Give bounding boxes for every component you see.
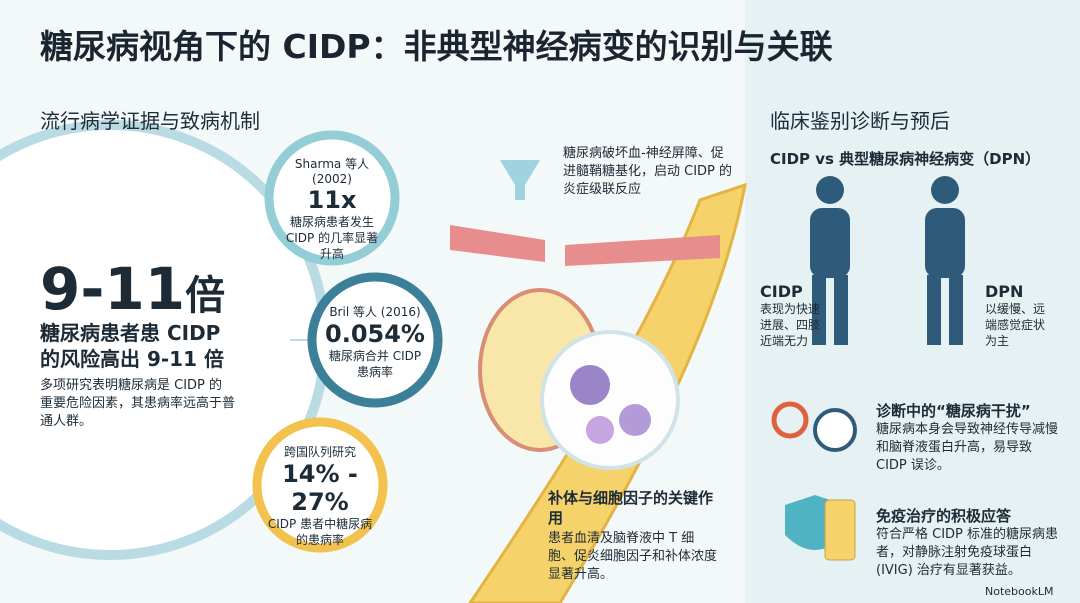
dpn-text: 以缓慢、远端感觉症状为主: [985, 302, 1046, 348]
brand: NotebookLM: [985, 585, 1054, 598]
stat-ring: [252, 417, 388, 553]
subtitle-line: 的风险高出 9-11 倍: [40, 347, 224, 371]
role-title: 补体与细胞因子的关键作用: [548, 489, 714, 527]
stat-source: Bril 等人 (2016): [329, 305, 421, 319]
title: 糖尿病视角下的 CIDP：非典型神经病变的识别与关联: [40, 27, 833, 66]
vessel: [565, 235, 720, 266]
dpn-name: DPN: [985, 282, 1024, 301]
funnel-icon: [500, 160, 540, 200]
cell-lens: [540, 330, 680, 470]
left-heading: 流行病学证据与致病机制: [40, 109, 260, 133]
stat-value: 0.054%: [325, 320, 425, 348]
item-title: 免疫治疗的积极应答: [876, 507, 1012, 525]
compare-title: CIDP vs 典型糖尿病神经病变（DPN）: [770, 150, 1041, 168]
stat: 跨国队列研究 14% - 27% CIDP 患者中糖尿病的患病率: [262, 443, 378, 548]
cell: [619, 404, 651, 436]
stat-ring: [264, 130, 400, 266]
iv-icon: [824, 499, 856, 561]
cidp-box: CIDP 表现为快速进展、四肢近端无力: [760, 282, 822, 349]
dpn-box: DPN 以缓慢、远端感觉症状为主: [985, 282, 1047, 349]
item-text: 符合严格 CIDP 标准的糖尿病患者，对静脉注射免疫球蛋白 (IVIG) 治疗有…: [876, 527, 1059, 578]
human-icons: [810, 176, 965, 345]
stat-source: 跨国队列研究: [283, 445, 356, 459]
item-text: 糖尿病本身会导致神经传导减慢和脑脊液蛋白升高，易导致 CIDP 误诊。: [876, 422, 1059, 473]
stat-label: 糖尿病患者发生 CIDP 的几率显著升高: [285, 215, 379, 261]
highlight-number: 9-11倍: [40, 255, 225, 323]
stat: Bril 等人 (2016) 0.054% 糖尿病合并 CIDP 患病率: [322, 303, 428, 380]
highlight-description: 多项研究表明糖尿病是 CIDP 的重要危险因素，其患病率远高于普通人群。: [40, 378, 236, 429]
stat-label: 糖尿病合并 CIDP 患病率: [328, 349, 422, 379]
cidp-name: CIDP: [760, 282, 803, 301]
stat-value: 11x: [307, 186, 357, 214]
stat-value: 14% - 27%: [282, 460, 358, 516]
magnifier-icon: [813, 408, 857, 452]
subtitle-line: 糖尿病患者患 CIDP: [40, 321, 221, 345]
info-item: 诊断中的“糖尿病干扰” 糖尿病本身会导致神经传导减慢和脑脊液蛋白升高，易导致 C…: [876, 400, 1066, 475]
number: 9-11: [40, 255, 186, 323]
role-text: 患者血清及脑脊液中 T 细胞、促炎细胞因子和补体浓度显著升高。: [548, 531, 718, 582]
stat-label: CIDP 患者中糖尿病的患病率: [267, 517, 373, 547]
stat: Sharma 等人 (2002) 11x 糖尿病患者发生 CIDP 的几率显著升…: [282, 155, 382, 262]
mechanism-barrier: 糖尿病破坏血-神经屏障、促进髓鞘糖基化，启动 CIDP 的炎症级联反应: [563, 146, 733, 197]
stat-ring: [307, 272, 443, 408]
question-icon: [771, 401, 809, 439]
cell: [586, 416, 614, 444]
unit: 倍: [185, 273, 226, 319]
cell: [570, 365, 610, 405]
stat-source: Sharma 等人 (2002): [294, 157, 370, 186]
cidp-text: 表现为快速进展、四肢近端无力: [760, 302, 821, 348]
highlight-subtitle: 糖尿病患者患 CIDP 的风险高出 9-11 倍: [40, 320, 224, 372]
vessel: [450, 225, 545, 262]
info-item: 免疫治疗的积极应答 符合严格 CIDP 标准的糖尿病患者，对静脉注射免疫球蛋白 …: [876, 505, 1066, 580]
right-heading: 临床鉴别诊断与预后: [770, 109, 950, 133]
item-title: 诊断中的“糖尿病干扰”: [876, 402, 1031, 420]
